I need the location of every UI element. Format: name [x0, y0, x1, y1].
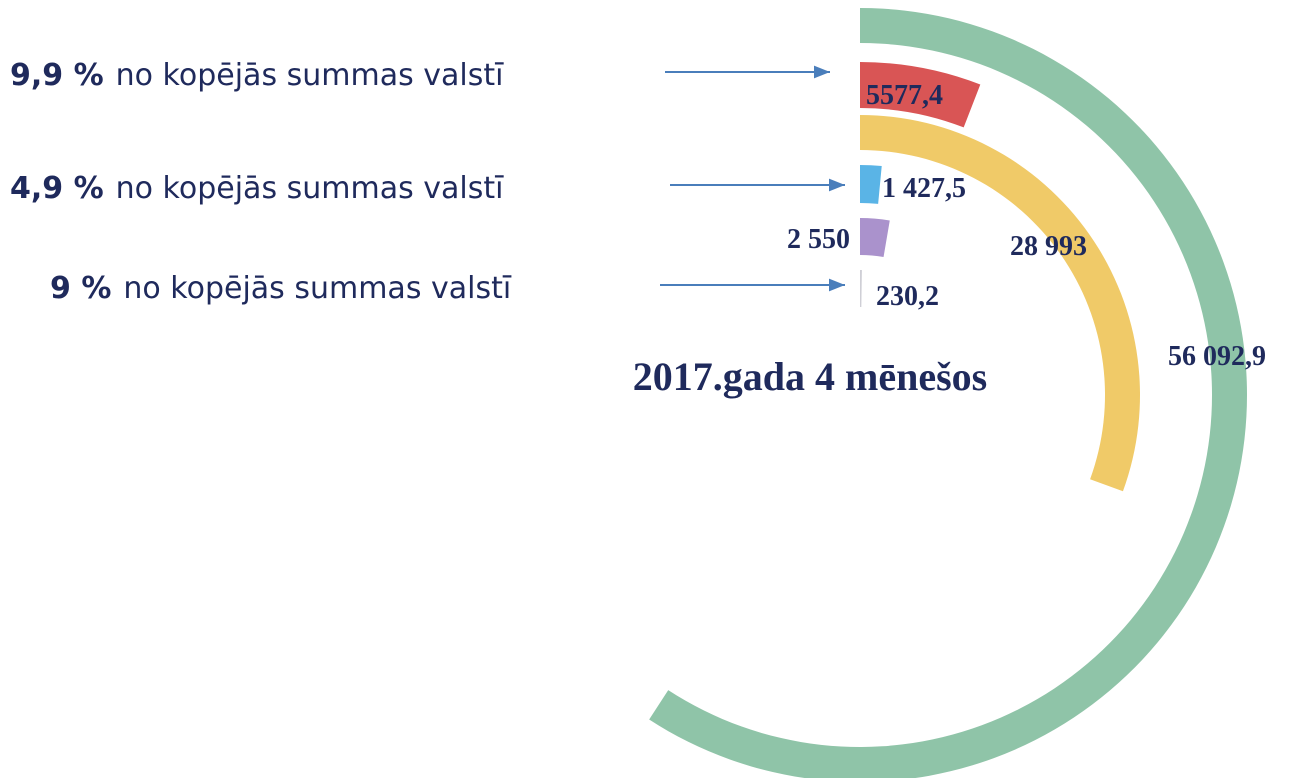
annotation-bold: 9,9 %: [10, 58, 104, 93]
annotation-bold: 9 %: [50, 271, 111, 306]
ring-bar: [860, 62, 981, 128]
annotation-text: no kopējās summas valstī: [123, 271, 511, 306]
annotation: 4,9 % no kopējās summas valstī: [10, 171, 504, 206]
annotations: 9,9 % no kopējās summas valstī 4,9 % no kop…: [10, 58, 845, 306]
value-label: 1 427,5: [882, 173, 966, 204]
ring-bar: [860, 270, 862, 308]
rings: [649, 8, 1247, 778]
ring-bar: [860, 218, 890, 257]
chart-title: 2017.gada 4 mēnešos: [633, 354, 987, 399]
value-label: 230,2: [876, 281, 939, 312]
value-label: 5577,4: [866, 80, 943, 111]
annotation-bold: 4,9 %: [10, 171, 104, 206]
ring-bar: [860, 115, 1141, 492]
value-label: 2 550: [787, 224, 850, 255]
annotation: 9 % no kopējās summas valstī: [50, 271, 512, 306]
value-label: 28 993: [1010, 231, 1087, 262]
value-label: 56 092,9: [1168, 341, 1266, 372]
annotation-text: no kopējās summas valstī: [116, 58, 504, 93]
annotation-text: no kopējās summas valstī: [116, 171, 504, 206]
ring-bar: [860, 165, 882, 204]
annotation: 9,9 % no kopējās summas valstī: [10, 58, 504, 93]
